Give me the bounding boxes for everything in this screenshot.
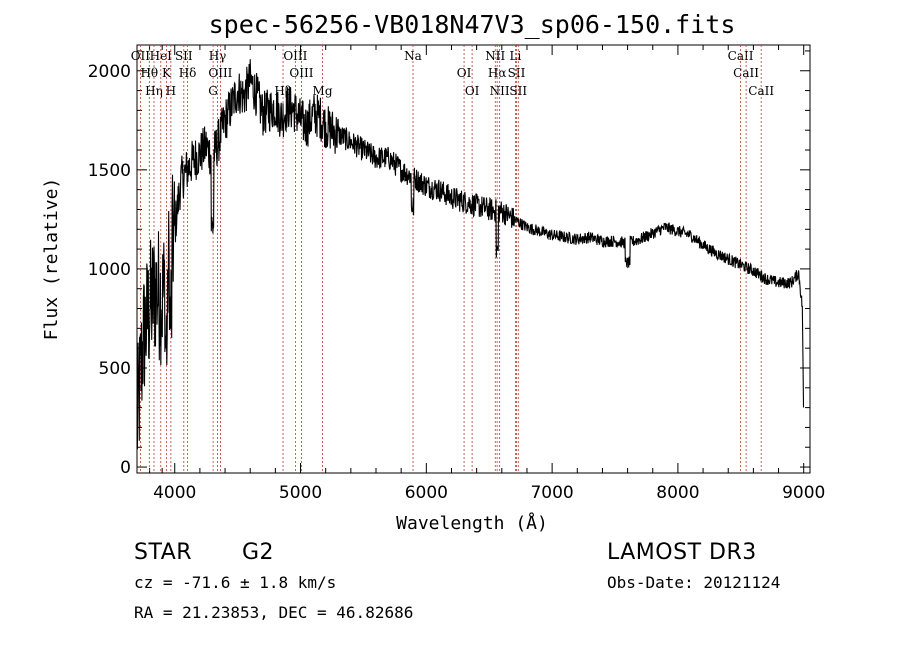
chart-title: spec-56256-VB018N47V3_sp06-150.fits — [209, 10, 736, 39]
emission-line-label: CaII — [748, 84, 774, 98]
coordinates: RA = 21.23853, DEC = 46.82686 — [134, 603, 414, 622]
emission-line-label: NII — [490, 84, 510, 98]
emission-line-label: OI — [465, 84, 480, 98]
emission-line-label: Mg — [313, 84, 333, 98]
survey-name: LAMOST DR3 — [607, 540, 757, 565]
emission-line-label: H — [166, 84, 176, 98]
x-tick-label: 4000 — [153, 483, 196, 503]
emission-line-label: K — [162, 66, 172, 80]
plot-frame — [136, 44, 811, 474]
emission-line-label: NII — [485, 49, 505, 63]
y-tick-label: 1000 — [88, 260, 131, 280]
x-tick-label: 5000 — [279, 483, 322, 503]
x-axis-label: Wavelength (Å) — [396, 512, 548, 534]
x-tick-label: 8000 — [656, 483, 699, 503]
emission-line-label: SII — [175, 49, 193, 63]
emission-line-label: OIII — [208, 66, 232, 80]
emission-line-label: CaII — [733, 66, 759, 80]
emission-line-label: OIII — [283, 49, 307, 63]
emission-line-label: Hη — [145, 84, 163, 98]
emission-line-label: HeI — [150, 49, 173, 63]
y-tick-label: 500 — [99, 359, 131, 379]
spectrum-series-line — [136, 59, 805, 450]
emission-line-label: Na — [404, 49, 422, 63]
emission-line-label: SII — [508, 66, 526, 80]
emission-line-label: Hα — [488, 66, 507, 80]
emission-line-label: CaII — [728, 49, 754, 63]
emission-line-label: Hθ — [140, 66, 158, 80]
x-tick-label: 9000 — [782, 483, 825, 503]
redshift-cz: cz = -71.6 ± 1.8 km/s — [134, 573, 337, 592]
x-axis: 4000 5000 6000 7000 8000 9000 — [149, 45, 825, 503]
y-axis-label: Flux (relative) — [41, 178, 62, 341]
emission-line-label: OI — [457, 66, 472, 80]
spectral-subclass: G2 — [242, 540, 275, 565]
y-tick-label: 0 — [120, 458, 131, 478]
y-axis: 0 500 1000 1500 2000 — [88, 50, 810, 478]
emission-line-label: OII — [131, 49, 151, 63]
x-tick-label: 6000 — [405, 483, 448, 503]
object-class: STAR — [134, 540, 193, 565]
obs-date: Obs-Date: 20121124 — [607, 573, 781, 592]
emission-line-label: G — [208, 84, 218, 98]
emission-line-label: Hδ — [179, 66, 197, 80]
emission-line-label: Hγ — [209, 49, 227, 63]
emission-line-label: Li — [509, 49, 521, 63]
x-tick-label: 7000 — [530, 483, 573, 503]
emission-line-label: OIII — [289, 66, 313, 80]
emission-line-markers: OIIHθHηHeIKHSIIHδGHγOIIIHβOIIIOIIIMgNaOI… — [131, 45, 774, 473]
emission-line-label: SII — [509, 84, 527, 98]
y-tick-label: 1500 — [88, 161, 131, 181]
y-tick-label: 2000 — [88, 62, 131, 82]
